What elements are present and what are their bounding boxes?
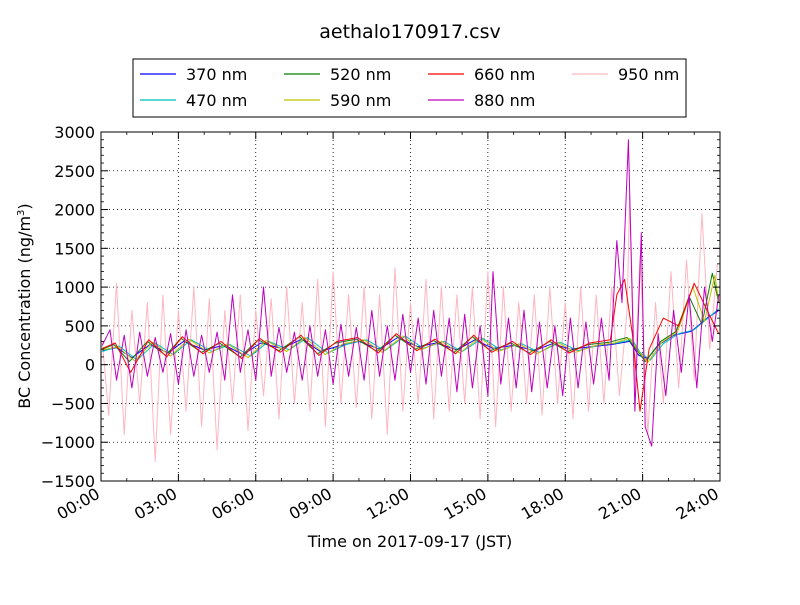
series-line-590-nm [102, 275, 720, 363]
legend-label: 590 nm [330, 91, 391, 110]
y-tick-label: 2500 [54, 162, 95, 181]
series-line-370-nm [102, 309, 719, 359]
legend-label: 370 nm [186, 65, 247, 84]
legend-label: 950 nm [618, 65, 679, 84]
legend-label: 520 nm [330, 65, 391, 84]
y-axis-label-main: BC Concentration (ng/m [15, 216, 34, 409]
legend-label: 470 nm [186, 91, 247, 110]
series-layer [101, 139, 720, 463]
y-axis-label-tail: ) [15, 203, 34, 209]
series-line-950-nm [101, 193, 718, 463]
y-tick-label: 500 [64, 317, 95, 336]
chart-title: aethalo170917.csv [319, 21, 501, 43]
tick-layer [100, 131, 721, 482]
legend-box [132, 58, 687, 118]
legend-label: 880 nm [474, 91, 535, 110]
legend-label: 660 nm [474, 65, 535, 84]
y-tick-label: 0 [85, 356, 95, 375]
y-axis-label: BC Concentration (ng/m3) [15, 203, 34, 408]
series-line-880-nm [101, 139, 720, 447]
y-tick-label: −1500 [41, 472, 95, 491]
y-tick-label: −1000 [41, 433, 95, 452]
legend: 370 nm 470 nm 520 nm 590 nm 660 nm 880 nm 950 … [132, 58, 687, 118]
y-tick-label: 2000 [54, 201, 95, 220]
y-tick-label: −500 [51, 394, 95, 413]
y-axis-label-sup: 3 [16, 210, 27, 216]
y-tick-label: 1000 [54, 278, 95, 297]
y-tick-label: 3000 [54, 123, 95, 142]
y-tick-label: 1500 [54, 239, 95, 258]
x-axis-label: Time on 2017-09-17 (JST) [307, 532, 512, 551]
y-tick-labels: 3000 2500 2000 1500 1000 500 0 −500 −1000 −1500 [41, 123, 95, 491]
